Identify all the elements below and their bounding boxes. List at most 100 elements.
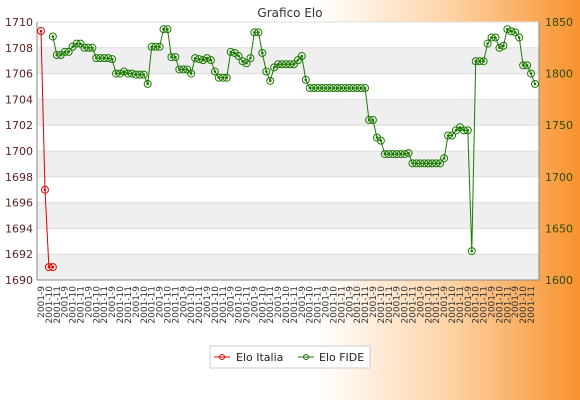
data-point bbox=[210, 67, 219, 76]
x-tick-label: 2001-9 bbox=[132, 286, 142, 318]
x-tick-label: 2001-10 bbox=[116, 286, 126, 324]
left-tick-label: 1710 bbox=[5, 16, 33, 29]
data-point bbox=[234, 52, 243, 61]
data-point-center bbox=[513, 31, 517, 34]
data-point-center bbox=[209, 58, 213, 62]
data-point-center bbox=[245, 61, 248, 65]
grid-band bbox=[37, 202, 539, 229]
series-line bbox=[40, 30, 53, 268]
data-point bbox=[297, 52, 306, 61]
data-point bbox=[37, 27, 45, 36]
data-point bbox=[222, 73, 231, 82]
x-tick-label: 2001-9 bbox=[61, 286, 71, 318]
data-point-center bbox=[233, 51, 236, 55]
data-point bbox=[108, 55, 117, 64]
data-point bbox=[143, 79, 152, 88]
x-tick-label: 2001-9 bbox=[322, 286, 332, 318]
data-point-center bbox=[466, 129, 470, 132]
data-point-center bbox=[213, 70, 217, 73]
series-elo-fide bbox=[48, 25, 539, 256]
data-point bbox=[301, 75, 310, 84]
x-tick-label: 2001-11 bbox=[53, 286, 63, 324]
data-point bbox=[531, 79, 539, 88]
x-tick-label: 2001-10 bbox=[306, 286, 316, 324]
x-tick-label: 2001-11 bbox=[503, 286, 513, 324]
data-point bbox=[139, 70, 148, 79]
data-point bbox=[163, 25, 172, 34]
x-tick-label: 2001-10 bbox=[235, 286, 245, 324]
x-tick-label: 2001-11 bbox=[266, 286, 276, 324]
data-point bbox=[202, 54, 211, 63]
data-point-center bbox=[79, 42, 82, 45]
x-tick-label: 2001-11 bbox=[171, 286, 181, 324]
data-point-center bbox=[525, 64, 529, 67]
data-point bbox=[266, 76, 275, 85]
x-tick-label: 2001-11 bbox=[337, 286, 347, 324]
legend-marker-icon bbox=[303, 354, 309, 360]
data-point bbox=[187, 69, 196, 78]
x-tick-label: 2001-10 bbox=[424, 286, 434, 324]
data-point bbox=[368, 116, 377, 125]
data-point bbox=[361, 84, 370, 93]
x-tick-label: 2001-9 bbox=[37, 286, 47, 318]
right-tick-label: 1600 bbox=[545, 274, 573, 287]
x-tick-label: 2001-9 bbox=[274, 286, 284, 318]
data-point bbox=[76, 39, 85, 48]
data-point bbox=[376, 136, 385, 145]
left-tick-label: 1694 bbox=[5, 222, 33, 235]
data-point bbox=[511, 28, 520, 37]
legend-item-elo-italia[interactable]: Elo Italia bbox=[214, 351, 283, 364]
data-point bbox=[238, 57, 247, 66]
data-point-center bbox=[482, 59, 485, 63]
x-tick-label: 2001-9 bbox=[298, 286, 308, 318]
data-point-center bbox=[300, 54, 304, 58]
data-point bbox=[155, 42, 164, 51]
data-point-center bbox=[486, 42, 489, 45]
legend-item-elo-fide[interactable]: Elo FIDE bbox=[298, 351, 364, 364]
right-tick-label: 1700 bbox=[545, 171, 573, 184]
x-tick-label: 2001-11 bbox=[77, 286, 87, 324]
grid-band bbox=[37, 151, 539, 177]
data-point bbox=[503, 25, 512, 34]
data-point bbox=[440, 154, 449, 163]
left-tick-label: 1702 bbox=[5, 119, 33, 132]
data-point bbox=[246, 54, 255, 63]
x-tick-label: 2001-9 bbox=[227, 286, 237, 318]
data-point-center bbox=[272, 66, 276, 69]
data-point bbox=[40, 185, 49, 194]
data-point-center bbox=[502, 44, 505, 48]
x-tick-label: 2001-11 bbox=[195, 286, 205, 324]
legend-marker-icon bbox=[219, 354, 225, 360]
data-point-center bbox=[110, 57, 114, 61]
data-point-center bbox=[91, 46, 94, 50]
data-point bbox=[48, 32, 57, 41]
right-tick-label: 1800 bbox=[545, 68, 573, 81]
data-point bbox=[48, 263, 57, 272]
left-tick-label: 1708 bbox=[5, 42, 33, 55]
x-tick-label: 2001-10 bbox=[472, 286, 482, 324]
grid-band bbox=[37, 99, 539, 126]
x-tick-label: 2001-10 bbox=[140, 286, 150, 324]
data-point bbox=[64, 47, 73, 56]
data-point-center bbox=[371, 118, 375, 122]
data-point-center bbox=[146, 82, 150, 86]
data-point bbox=[262, 67, 271, 76]
data-point-center bbox=[296, 58, 300, 62]
data-point bbox=[483, 39, 492, 48]
data-point bbox=[242, 59, 251, 68]
x-tick-label: 2001-11 bbox=[219, 286, 229, 324]
data-point bbox=[206, 56, 215, 65]
data-point bbox=[289, 60, 298, 69]
x-tick-label: 2001-9 bbox=[84, 286, 94, 318]
data-point-center bbox=[71, 45, 74, 49]
right-tick-label: 1850 bbox=[545, 16, 573, 29]
grid-band bbox=[37, 47, 539, 74]
x-tick-label: 2001-9 bbox=[156, 286, 166, 318]
x-tick-label: 2001-10 bbox=[187, 286, 197, 324]
x-tick-label: 2001-9 bbox=[416, 286, 426, 318]
data-point-center bbox=[379, 139, 383, 142]
data-point-center bbox=[494, 36, 497, 39]
data-point-center bbox=[470, 249, 474, 253]
x-tick-label: 2001-9 bbox=[440, 286, 450, 318]
left-tick-label: 1690 bbox=[5, 274, 33, 287]
